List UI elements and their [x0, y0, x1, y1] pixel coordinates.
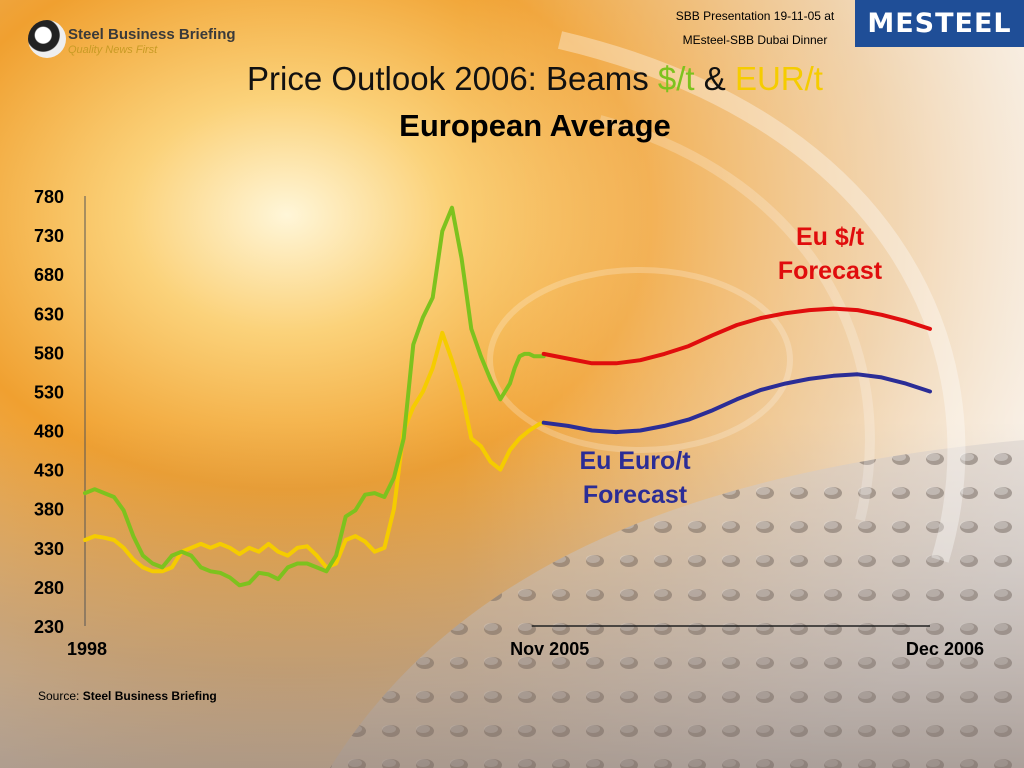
title-prefix: Price Outlook 2006: Beams — [247, 60, 658, 97]
y-tick-label: 280 — [34, 578, 64, 598]
eur-forecast-label-line1: Eu Euro/t — [579, 447, 691, 475]
y-tick-label: 330 — [34, 539, 64, 559]
partner-logo-text: MESTEEL — [867, 8, 1012, 39]
eur-forecast-label-line2: Forecast — [582, 481, 688, 509]
y-tick-label: 480 — [34, 422, 64, 442]
brand-tagline: Quality News First — [68, 44, 158, 56]
source-note: Source: Steel Business Briefing — [38, 689, 217, 703]
presentation-note: SBB Presentation 19-11-05 at MEsteel-SBB… — [640, 4, 870, 52]
forecast-eur-line — [541, 372, 932, 435]
y-tick-label: 680 — [34, 265, 64, 285]
y-tick-label: 630 — [34, 304, 64, 324]
y-tick-label: 580 — [34, 343, 64, 363]
history-eur-line — [83, 330, 546, 574]
y-tick-label: 530 — [34, 382, 64, 402]
history-usd-line — [83, 205, 546, 588]
y-tick-label: 230 — [34, 617, 64, 637]
y-tick-label: 380 — [34, 500, 64, 520]
eur-forecast-label: Eu Euro/t Forecast — [540, 444, 730, 512]
y-tick-label: 430 — [34, 461, 64, 481]
usd-forecast-label: Eu $/t Forecast — [740, 220, 920, 288]
presentation-note-line2: MEsteel-SBB Dubai Dinner — [682, 33, 828, 47]
y-tick-label: 730 — [34, 226, 64, 246]
x-tick-label: Nov 2005 — [510, 639, 589, 659]
brand-emblem-icon — [28, 20, 66, 58]
source-prefix: Source: — [38, 689, 83, 703]
y-tick-label: 780 — [34, 187, 64, 207]
partner-logo: MESTEEL — [855, 0, 1024, 47]
usd-forecast-label-line2: Forecast — [777, 257, 883, 285]
brand-logo: Steel Business Briefing Quality News Fir… — [28, 18, 248, 68]
title-eur: EUR/t — [734, 60, 823, 97]
slide-title: Price Outlook 2006: Beams $/t & EUR/t — [150, 60, 920, 98]
title-usd: $/t — [657, 60, 695, 97]
presentation-note-line1: SBB Presentation 19-11-05 at — [675, 9, 835, 23]
slide-subtitle: European Average — [399, 108, 671, 143]
x-tick-label: 1998 — [67, 639, 107, 659]
x-tick-label: Dec 2006 — [906, 639, 984, 659]
source-name: Steel Business Briefing — [82, 689, 217, 703]
brand-name: Steel Business Briefing — [68, 26, 236, 43]
forecast-usd-line — [541, 306, 932, 366]
usd-forecast-label-line1: Eu $/t — [795, 223, 865, 251]
title-amp: & — [694, 60, 735, 97]
